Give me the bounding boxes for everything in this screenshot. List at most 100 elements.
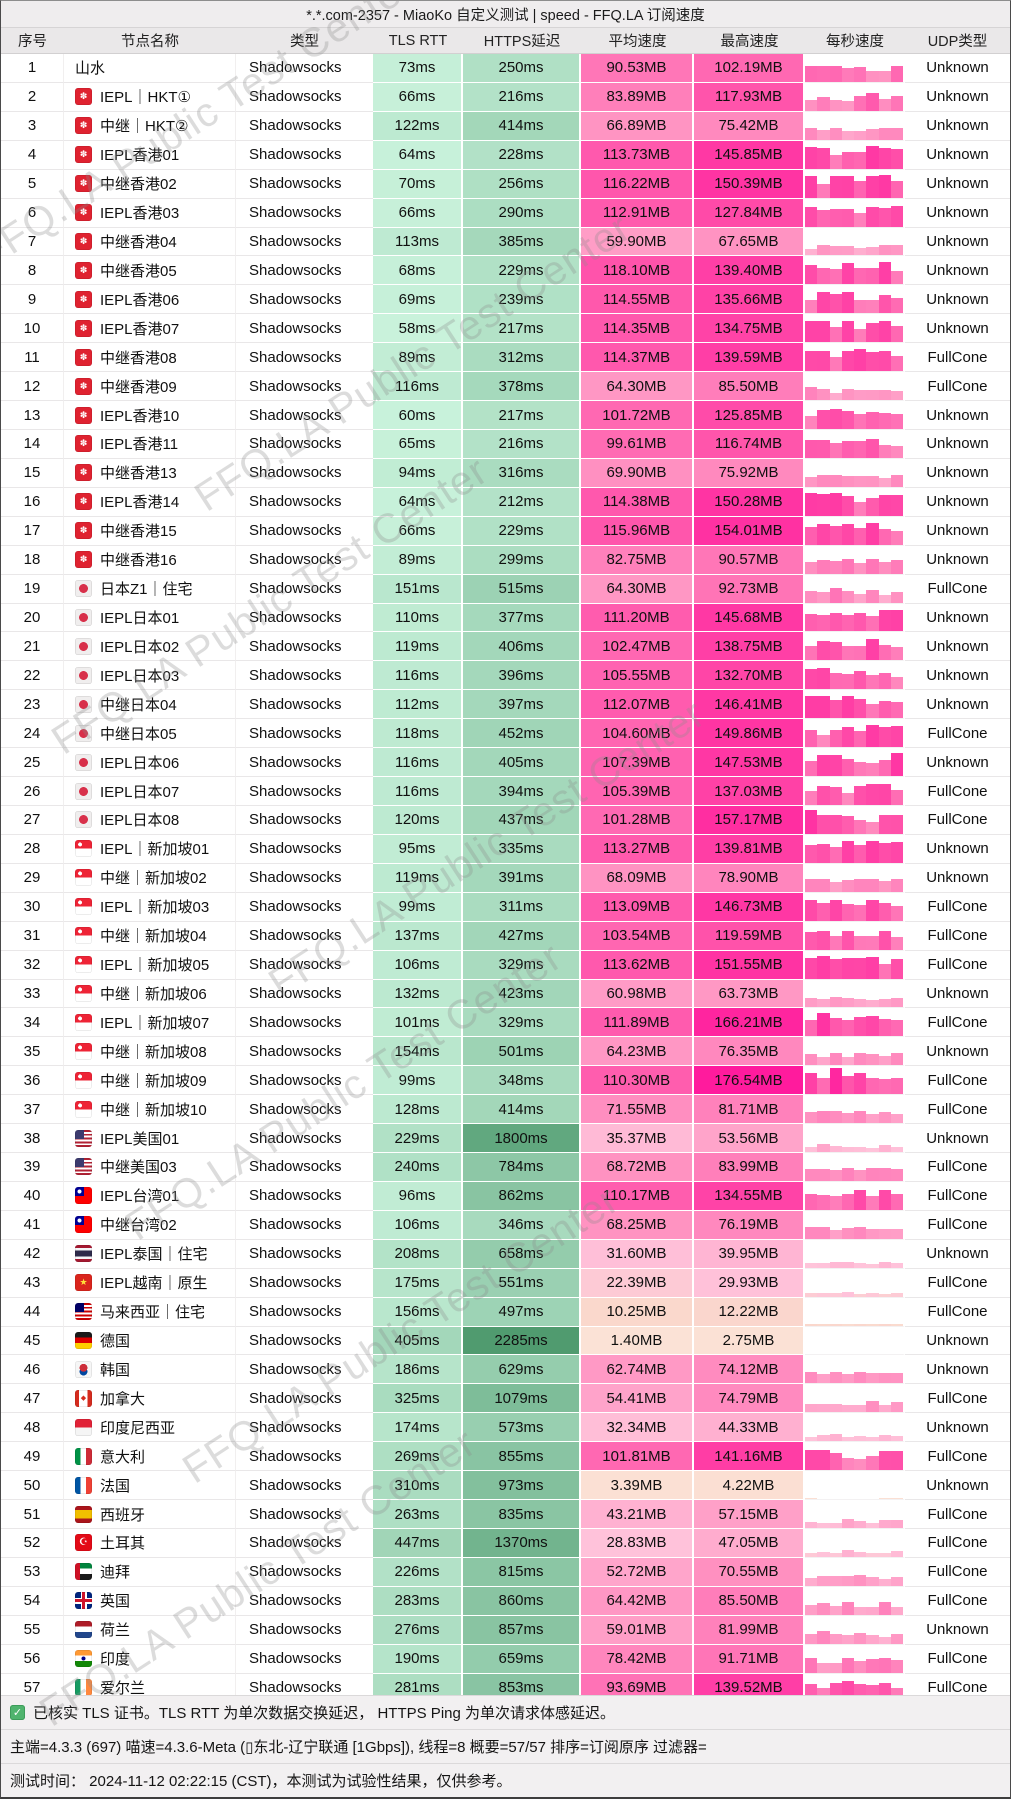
- tls-rtt-cell: 405ms: [373, 1326, 463, 1356]
- max-speed-cell: 47.05MB: [694, 1529, 805, 1558]
- udp-type: Unknown: [905, 1615, 1010, 1645]
- udp-type: Unknown: [905, 227, 1010, 257]
- https-latency-cell: 385ms: [463, 227, 581, 257]
- https-latency-cell: 394ms: [463, 777, 581, 806]
- avg-speed-cell: 82.75MB: [581, 545, 694, 575]
- speed-bar: [866, 145, 879, 169]
- speed-bar: [805, 527, 818, 545]
- https-latency-cell: 405ms: [463, 748, 581, 778]
- row-index: 5: [1, 169, 64, 199]
- node-type: Shadowsocks: [236, 429, 373, 459]
- speed-bar: [841, 410, 854, 429]
- speed-bar: [829, 730, 842, 748]
- bars-wrap: [805, 343, 903, 372]
- tls-rtt-cell: 128ms: [373, 1095, 463, 1125]
- table-row: 14 ✽ IEPL香港11 Shadowsocks 65ms 216ms 99.6…: [1, 429, 1010, 459]
- speed-bar: [817, 695, 830, 719]
- node-name: 中继台湾02: [100, 1217, 177, 1235]
- speed-bar: [829, 1434, 842, 1442]
- bars-wrap: [805, 488, 903, 516]
- hk-flag-icon: ✽: [75, 377, 92, 395]
- col-header-persec: 每秒速度: [826, 34, 884, 50]
- node-type: Shadowsocks: [236, 603, 373, 633]
- row-index: 10: [1, 314, 64, 344]
- node-type: Shadowsocks: [236, 1500, 373, 1530]
- node-name: 爱尔兰: [100, 1680, 146, 1698]
- speed-bar: [805, 809, 818, 834]
- table-row: 2 ✽ IEPL｜HKT① Shadowsocks 66ms 216ms 83.8…: [1, 82, 1010, 112]
- avg-speed-cell: 113.27MB: [581, 834, 694, 864]
- speed-bar: [829, 526, 842, 545]
- row-index: 56: [1, 1644, 64, 1674]
- speed-bar: [854, 879, 867, 892]
- speed-bar: [805, 65, 818, 82]
- speed-bar: [854, 1436, 867, 1442]
- speed-bar: [866, 300, 879, 314]
- node-name-cell: ✽ 中继香港09: [64, 372, 236, 402]
- row-index: 7: [1, 227, 64, 257]
- tr-flag-icon: ☪: [75, 1534, 92, 1552]
- jp-flag-icon: [75, 782, 92, 800]
- https-latency-cell: 862ms: [463, 1181, 581, 1211]
- udp-type: Unknown: [905, 314, 1010, 344]
- per-second-speed-bars: [805, 429, 905, 459]
- speed-bar: [890, 127, 903, 140]
- tls-rtt-cell: 263ms: [373, 1500, 463, 1530]
- hk-flag-icon: ✽: [75, 175, 92, 193]
- per-second-speed-bars: [805, 892, 905, 922]
- bars-wrap: [805, 893, 903, 921]
- row-index: 4: [1, 140, 64, 170]
- speed-bar: [805, 1263, 818, 1268]
- node-name: IEPL香港10: [100, 407, 180, 425]
- node-type: Shadowsocks: [236, 777, 373, 806]
- per-second-speed-bars: [805, 1586, 905, 1616]
- https-latency-cell: 501ms: [463, 1037, 581, 1067]
- node-name-cell: IEPL日本08: [64, 805, 236, 835]
- speed-bar: [890, 297, 903, 314]
- footer-tls-note: 已核实 TLS 证书。TLS RTT 为单次数据交换延迟， HTTPS Ping…: [33, 1705, 615, 1722]
- node-name-cell: IEPL日本07: [64, 777, 236, 806]
- per-second-speed-bars: [805, 1239, 905, 1269]
- table-row: 51 西班牙 Shadowsocks 263ms 835ms 43.21MB 5…: [1, 1500, 1010, 1530]
- table-row: 33 中继｜新加坡06 Shadowsocks 132ms 423ms 60.9…: [1, 979, 1010, 1009]
- node-name-cell: 中继｜新加坡09: [64, 1066, 236, 1096]
- speed-bar: [841, 440, 854, 458]
- avg-speed-cell: 62.74MB: [581, 1355, 694, 1385]
- speed-bar: [854, 1660, 867, 1673]
- speed-bar: [854, 1263, 867, 1268]
- speed-bar: [829, 673, 842, 690]
- sg-flag-icon: [75, 898, 92, 916]
- speed-bar: [866, 412, 879, 429]
- node-name: 韩国: [100, 1361, 131, 1379]
- fr-flag-icon: [75, 1476, 92, 1494]
- speed-bar: [805, 1147, 818, 1153]
- speed-bar: [805, 1404, 818, 1413]
- speed-bar: [841, 151, 854, 169]
- speed-bar: [805, 730, 818, 748]
- per-second-speed-bars: [805, 545, 905, 575]
- avg-speed-cell: 113.73MB: [581, 140, 694, 170]
- bars-wrap: [805, 980, 903, 1008]
- speed-bar: [878, 672, 891, 690]
- per-second-speed-bars: [805, 777, 905, 806]
- table-row: 18 ✽ 中继香港16 Shadowsocks 89ms 299ms 82.75M…: [1, 545, 1010, 575]
- hk-flag-icon: ✽: [75, 232, 92, 250]
- udp-type: Unknown: [905, 401, 1010, 430]
- sg-flag-icon: [75, 869, 92, 887]
- speed-bar: [866, 1263, 879, 1268]
- row-index: 52: [1, 1529, 64, 1558]
- speed-bar: [829, 1018, 842, 1037]
- node-name: 英国: [100, 1593, 131, 1611]
- speed-bar: [817, 734, 830, 748]
- speed-bar: [829, 814, 842, 834]
- speed-bar: [866, 616, 879, 632]
- node-name: IEPL泰国｜住宅: [100, 1246, 208, 1264]
- node-name-cell: ✽ 中继香港08: [64, 343, 236, 373]
- per-second-speed-bars: [805, 1095, 905, 1125]
- node-type: Shadowsocks: [236, 401, 373, 430]
- https-latency-cell: 857ms: [463, 1615, 581, 1645]
- row-index: 28: [1, 834, 64, 864]
- row-index: 37: [1, 1095, 64, 1125]
- speed-bar: [841, 931, 854, 950]
- udp-type: FullCone: [905, 574, 1010, 604]
